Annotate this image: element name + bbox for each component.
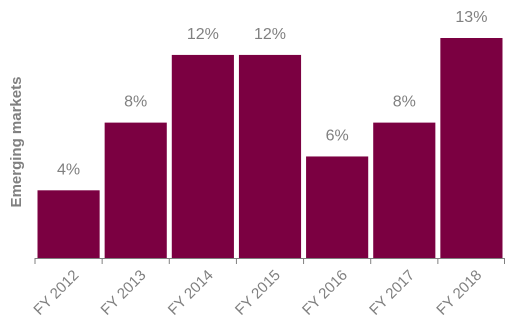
bar-fy-2018	[440, 38, 503, 258]
bar-fy-2014	[171, 54, 234, 258]
x-tick-label: FY 2016	[299, 267, 351, 319]
bars-group	[37, 38, 503, 258]
bar-fy-2016	[306, 156, 369, 258]
value-label: 8%	[393, 94, 416, 111]
bar-fy-2012	[37, 190, 100, 258]
value-label: 13%	[455, 9, 487, 26]
y-axis-title: Emerging markets	[8, 77, 25, 208]
x-labels-group: FY 2012 FY 2013 FY 2014 FY 2015 FY 2016 FY 20…	[30, 267, 485, 319]
x-tick-label: FY 2017	[366, 267, 418, 319]
bar-fy-2017	[373, 122, 436, 258]
value-label: 4%	[57, 161, 80, 178]
x-tick-label: FY 2013	[98, 267, 150, 319]
bar-fy-2013	[104, 122, 167, 258]
value-label: 12%	[187, 26, 219, 43]
value-labels-group: 4% 8% 12% 12% 6% 8% 13%	[57, 9, 487, 178]
value-label: 8%	[124, 94, 147, 111]
bar-fy-2015	[238, 54, 302, 258]
x-tick-label: FY 2014	[165, 267, 217, 319]
x-tick-label: FY 2018	[433, 267, 485, 319]
x-tick-label: FY 2015	[232, 267, 284, 319]
value-label: 12%	[254, 26, 286, 43]
x-tick-label: FY 2012	[30, 267, 82, 319]
value-label: 6%	[326, 127, 349, 144]
